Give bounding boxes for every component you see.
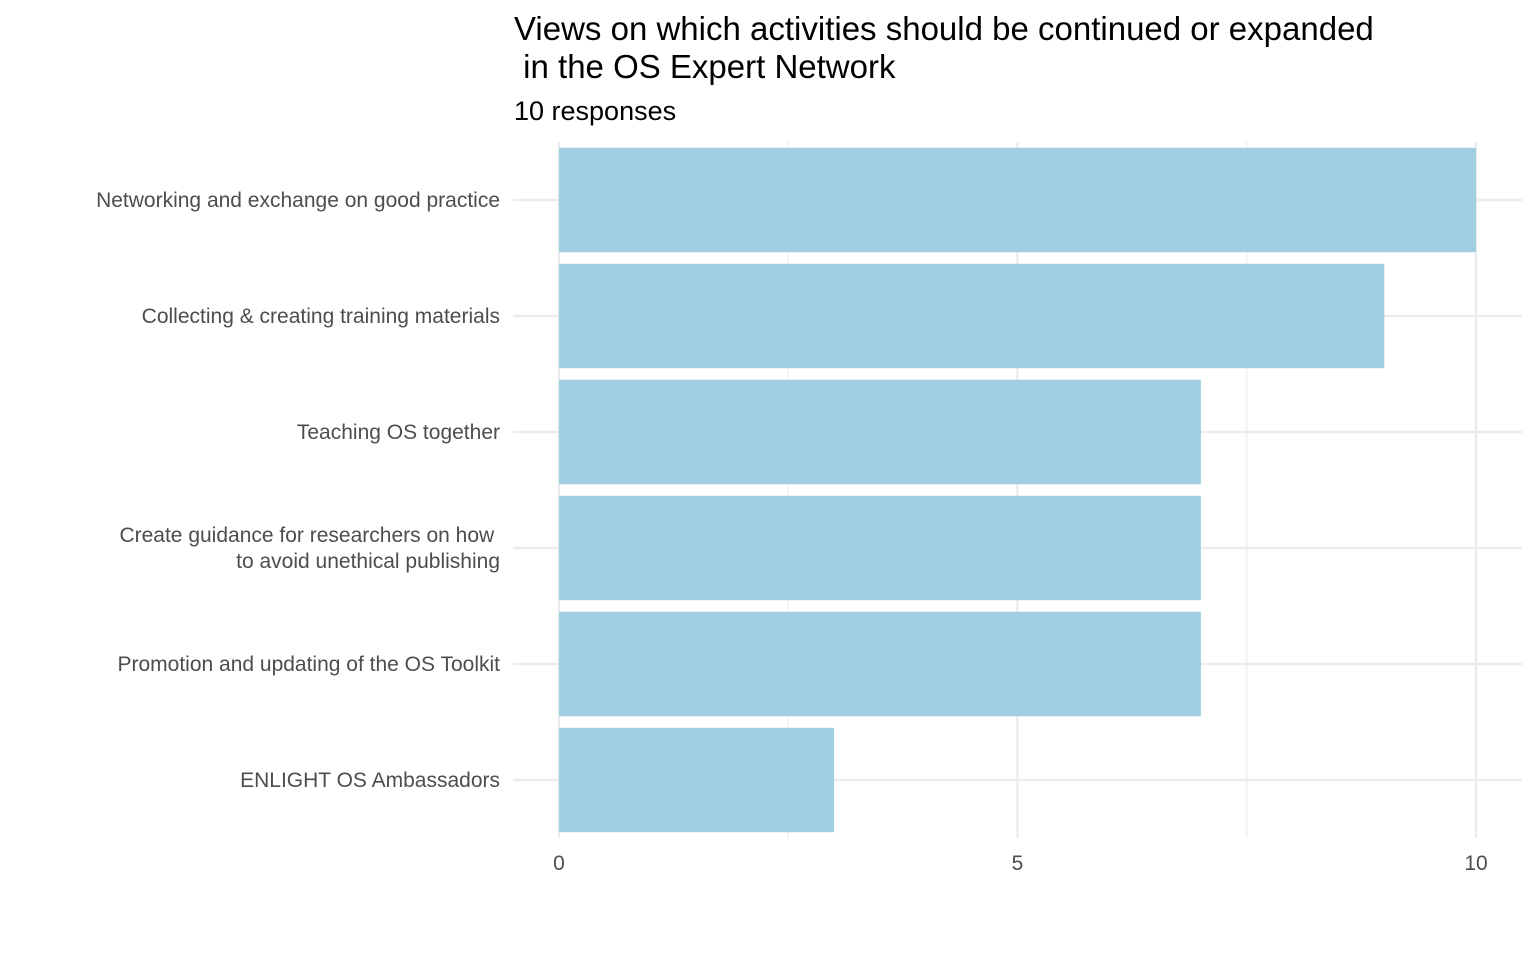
chart-title-group: Views on which activities should be cont…	[514, 10, 1374, 85]
category-label: Teaching OS together	[297, 421, 500, 444]
category-label: Create guidance for researchers on how t…	[119, 524, 500, 573]
x-tick-label: 5	[1012, 852, 1024, 875]
bar	[559, 263, 1385, 369]
x-tick-label: 10	[1464, 852, 1487, 875]
bar	[559, 611, 1201, 717]
category-labels: Networking and exchange on good practice…	[96, 189, 500, 792]
chart-title: Views on which activities should be cont…	[514, 10, 1374, 85]
category-label: Collecting & creating training materials	[142, 305, 500, 328]
x-tick-label: 0	[553, 852, 565, 875]
bar	[559, 147, 1476, 253]
bar	[559, 379, 1201, 485]
bar	[559, 495, 1201, 601]
category-label: ENLIGHT OS Ambassadors	[240, 769, 500, 792]
category-label: Networking and exchange on good practice	[96, 189, 500, 212]
x-axis-tick-labels: 0 5 10	[553, 852, 1488, 875]
bar	[559, 727, 835, 833]
category-label: Promotion and updating of the OS Toolkit	[117, 653, 500, 676]
bars	[559, 147, 1476, 833]
chart-subtitle: 10 responses	[514, 96, 676, 126]
